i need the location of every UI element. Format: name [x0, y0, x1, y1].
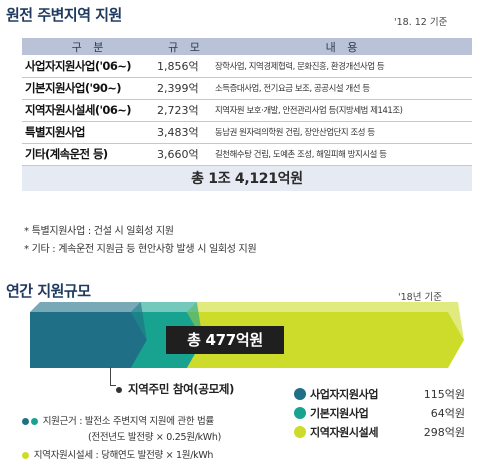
resident-participation: 지역주민 참여(공모제)	[116, 381, 234, 397]
legend-value: 64억원	[430, 406, 465, 420]
row-amount: 1,856억	[157, 55, 215, 78]
row-name: 지역자원시설세('06~)	[22, 99, 157, 122]
table-header-row: 구 분 규 모 내 용	[22, 38, 472, 55]
annual-total-label: 총 477억원	[166, 326, 284, 354]
legend-value: 115억원	[423, 387, 465, 401]
bullet-icon	[116, 386, 122, 393]
section2-title: 연간 지원규모	[6, 282, 91, 300]
legend-name: 기본지원사업	[310, 406, 369, 420]
legend-name: 지역자원시설세	[310, 425, 379, 439]
row-desc: 장학사업, 지역경제협력, 문화진흥, 환경개선사업 등	[215, 55, 472, 78]
row-name: 사업자지원사업('06~)	[22, 55, 157, 78]
header-amount: 규 모	[157, 38, 215, 55]
row-desc: 소득증대사업, 전기요금 보조, 공공시설 개선 등	[215, 77, 472, 100]
table-row: 기본지원사업('90~) 2,399억 소득증대사업, 전기요금 보조, 공공시…	[22, 77, 472, 100]
basis-note-tax: 지역자원시설세 : 당해연도 발전량 × 1원/kWh	[22, 447, 213, 461]
header-content: 내 용	[215, 38, 472, 55]
connector-line	[110, 367, 111, 385]
row-name: 기타(계속운전 등)	[22, 143, 157, 166]
header-category: 구 분	[22, 38, 157, 55]
row-name: 특별지원사업	[22, 121, 157, 144]
section1-basis-date: '18. 12 기준	[394, 17, 448, 28]
band-segment-basic-top-face	[130, 302, 203, 340]
row-amount: 2,399억	[157, 77, 215, 100]
note-special: * 특별지원사업 : 건설 시 일회성 지원	[24, 226, 174, 237]
band-segment-operator-top-face	[30, 302, 147, 340]
legend-dot-icon	[294, 406, 306, 419]
table-row: 사업자지원사업('06~) 1,856억 장학사업, 지역경제협력, 문화진흥,…	[22, 55, 472, 78]
table-row: 특별지원사업 3,483억 동남권 원자력의학원 건립, 장안산업단지 조성 등	[22, 121, 472, 144]
legend-item: 사업자지원사업 115억원	[294, 384, 465, 403]
dark-teal-dot-icon	[22, 418, 29, 425]
row-desc: 동남권 원자력의학원 건립, 장안산업단지 조성 등	[215, 121, 472, 144]
legend: 사업자지원사업 115억원 기본지원사업 64억원 지역자원시설세 298억원	[294, 384, 465, 441]
row-name: 기본지원사업('90~)	[22, 77, 157, 100]
total-amount: 총 1조 4,121억원	[22, 165, 472, 191]
support-table: 구 분 규 모 내 용 사업자지원사업('06~) 1,856억 장학사업, 지…	[22, 38, 472, 191]
section2-basis-date: '18년 기준	[398, 292, 442, 303]
band-segment-resource-tax-top-face	[186, 302, 464, 340]
resident-participation-label: 지역주민 참여(공모제)	[128, 382, 235, 396]
note-other: * 기타 : 계속운전 지원금 등 현안사항 발생 시 일회성 지원	[24, 244, 257, 255]
table-row: 기타(계속운전 등) 3,660억 길천해수탕 건립, 도예촌 조성, 해일피해…	[22, 143, 472, 166]
legend-value: 298억원	[423, 425, 465, 439]
legend-item: 기본지원사업 64억원	[294, 403, 465, 422]
teal-dot-icon	[31, 418, 38, 425]
section1-title: 원전 주변지역 지원	[6, 6, 122, 24]
row-desc: 길천해수탕 건립, 도예촌 조성, 해일피해 방지시설 등	[215, 143, 472, 166]
legend-dot-icon	[294, 387, 306, 400]
band-segment-operator	[30, 312, 147, 368]
basis-note-law: 지원근거 : 발전소 주변지역 지원에 관한 법률	[22, 413, 214, 427]
legend-name: 사업자지원사업	[310, 387, 379, 401]
row-amount: 3,660억	[157, 143, 215, 166]
legend-dot-icon	[294, 425, 306, 438]
row-amount: 3,483억	[157, 121, 215, 144]
connector-line	[110, 385, 116, 386]
basis-note-law-text: 지원근거 : 발전소 주변지역 지원에 관한 법률	[42, 416, 214, 427]
table-row: 지역자원시설세('06~) 2,723억 지역자원 보호·개발, 안전관리사업 …	[22, 99, 472, 122]
row-amount: 2,723억	[157, 99, 215, 122]
basis-note-formula: (전전년도 발전량 × 0.25원/kWh)	[88, 432, 222, 443]
yellow-green-dot-icon	[22, 452, 29, 459]
basis-note-tax-text: 지역자원시설세 : 당해연도 발전량 × 1원/kWh	[33, 450, 214, 461]
legend-item: 지역자원시설세 298억원	[294, 422, 465, 441]
total-row: 총 1조 4,121억원	[22, 165, 472, 191]
row-desc: 지역자원 보호·개발, 안전관리사업 등(지방세법 제141조)	[215, 99, 472, 122]
